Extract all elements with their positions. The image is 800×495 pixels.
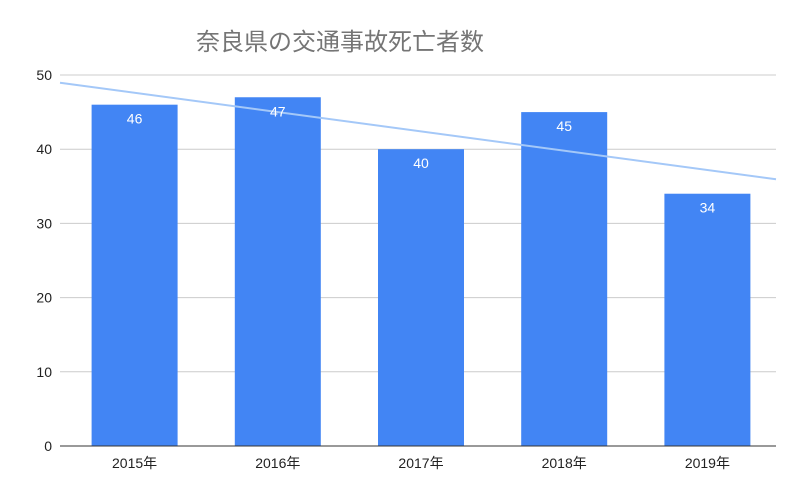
data-labels: 46 47 40 45 34 <box>127 103 716 215</box>
y-tick-label: 0 <box>44 438 52 454</box>
bars <box>91 97 751 447</box>
x-axis-ticks: 2015年 2016年 2017年 2018年 2019年 <box>112 455 730 471</box>
trendline <box>59 81 777 181</box>
data-label: 45 <box>556 118 572 134</box>
bar <box>91 104 178 447</box>
x-tick-label: 2019年 <box>685 455 730 471</box>
data-label: 46 <box>127 111 143 127</box>
y-tick-label: 40 <box>36 141 52 157</box>
x-tick-label: 2016年 <box>255 455 300 471</box>
data-label: 40 <box>413 155 429 171</box>
data-label: 47 <box>270 103 286 119</box>
trendline-group <box>59 81 777 181</box>
bar <box>234 97 321 446</box>
x-tick-label: 2018年 <box>542 455 587 471</box>
data-label: 34 <box>700 200 716 216</box>
x-tick-label: 2017年 <box>398 455 443 471</box>
bar <box>521 112 608 446</box>
x-tick-label: 2015年 <box>112 455 157 471</box>
bar <box>378 149 464 446</box>
y-tick-label: 20 <box>36 290 52 306</box>
bar <box>664 193 751 446</box>
y-tick-label: 30 <box>36 215 52 231</box>
y-tick-label: 10 <box>36 364 52 380</box>
y-axis-ticks: 0 10 20 30 40 50 <box>36 67 52 454</box>
y-tick-label: 50 <box>36 67 52 83</box>
chart-title: 奈良県の交通事故死亡者数 <box>196 28 484 56</box>
